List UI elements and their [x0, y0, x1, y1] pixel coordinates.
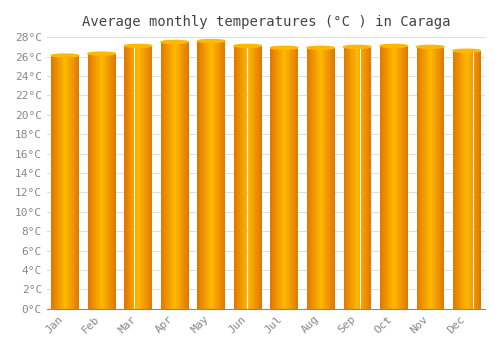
- Ellipse shape: [198, 40, 225, 42]
- Ellipse shape: [416, 46, 444, 48]
- Ellipse shape: [344, 46, 371, 48]
- Title: Average monthly temperatures (°C ) in Caraga: Average monthly temperatures (°C ) in Ca…: [82, 15, 450, 29]
- Ellipse shape: [124, 44, 152, 47]
- Ellipse shape: [52, 54, 79, 57]
- Ellipse shape: [234, 44, 262, 47]
- Ellipse shape: [380, 44, 407, 47]
- Ellipse shape: [453, 49, 480, 52]
- Ellipse shape: [161, 41, 188, 43]
- Ellipse shape: [307, 46, 334, 49]
- Ellipse shape: [88, 52, 116, 55]
- Ellipse shape: [270, 46, 298, 49]
